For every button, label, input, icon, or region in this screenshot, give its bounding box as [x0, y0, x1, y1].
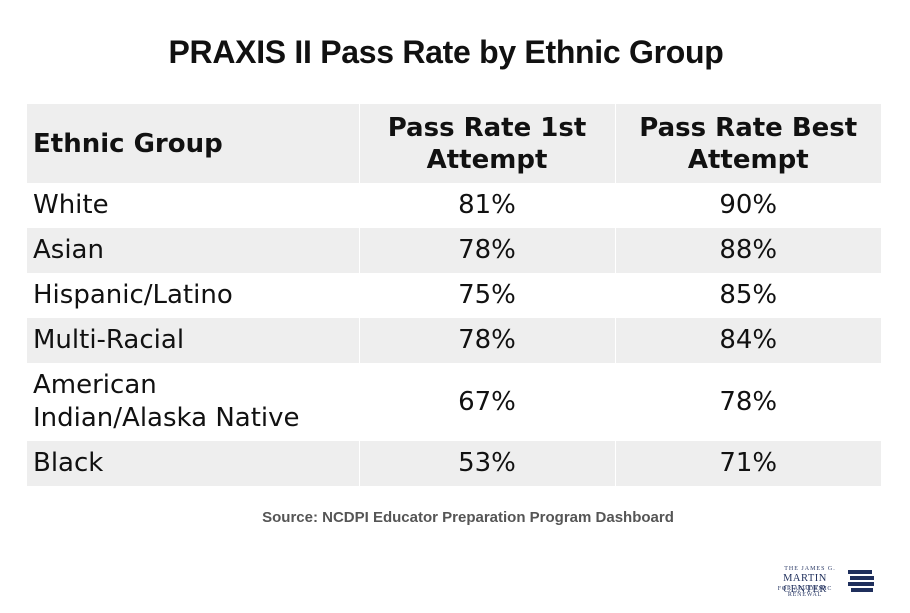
logo-line: THE JAMES G.: [784, 566, 836, 572]
first-attempt-cell: 78%: [359, 318, 616, 363]
group-line: Multi-Racial: [33, 325, 185, 355]
table-row: Multi-Racial 78% 84%: [27, 318, 881, 363]
first-attempt-cell: 75%: [359, 273, 616, 318]
table-row: Hispanic/Latino 75% 85%: [27, 273, 881, 318]
header-pass-rate-first: Pass Rate 1st Attempt: [359, 104, 616, 183]
source-note: Source: NCDPI Educator Preparation Progr…: [262, 509, 674, 526]
group-cell: American Indian/Alaska Native: [27, 363, 360, 441]
table-row: Asian 78% 88%: [27, 228, 881, 273]
first-attempt-cell: 78%: [359, 228, 616, 273]
best-attempt-cell: 88%: [615, 228, 881, 273]
group-cell: Asian: [27, 228, 360, 273]
table-row: White 81% 90%: [27, 183, 881, 228]
group-cell: Multi-Racial: [27, 318, 360, 363]
pass-rate-table: Ethnic Group Pass Rate 1st Attempt Pass …: [27, 104, 881, 486]
table-header-row: Ethnic Group Pass Rate 1st Attempt Pass …: [27, 104, 881, 183]
martin-center-logo: THE JAMES G. MARTIN CENTER FOR ACADEMIC …: [760, 566, 878, 598]
group-line: Hispanic/Latino: [33, 280, 233, 310]
group-cell: Hispanic/Latino: [27, 273, 360, 318]
logo-line: MARTIN CENTER: [783, 573, 827, 595]
header-line: Ethnic Group: [33, 128, 223, 159]
logo-line: FOR ACADEMIC RENEWAL: [777, 586, 833, 598]
header-line: Attempt: [426, 144, 548, 175]
books-icon: [848, 570, 874, 592]
header-ethnic-group: Ethnic Group: [27, 104, 360, 183]
group-line: White: [33, 190, 109, 220]
header-line: Attempt: [687, 144, 809, 175]
table-row: American Indian/Alaska Native 67% 78%: [27, 363, 881, 441]
group-line: Asian: [33, 235, 104, 265]
group-cell: White: [27, 183, 360, 228]
table-row: Black 53% 71%: [27, 441, 881, 486]
first-attempt-cell: 53%: [359, 441, 616, 486]
best-attempt-cell: 90%: [719, 190, 778, 220]
group-line: Indian/Alaska Native: [33, 403, 300, 433]
header-pass-rate-best: Pass Rate Best Attempt: [615, 104, 881, 183]
chart-title: PRAXIS II Pass Rate by Ethnic Group: [168, 34, 724, 70]
first-attempt-cell: 81%: [359, 183, 616, 228]
header-line: Pass Rate 1st: [387, 112, 587, 143]
header-line: Pass Rate Best: [639, 112, 858, 143]
best-attempt-cell: 78%: [719, 386, 778, 417]
best-attempt-cell: 85%: [719, 280, 778, 310]
group-cell: Black: [27, 441, 360, 486]
first-attempt-cell: 67%: [359, 363, 616, 441]
best-attempt-cell: 71%: [615, 441, 881, 486]
group-line: American: [33, 370, 157, 400]
best-attempt-cell: 84%: [615, 318, 881, 363]
group-line: Black: [33, 448, 104, 478]
